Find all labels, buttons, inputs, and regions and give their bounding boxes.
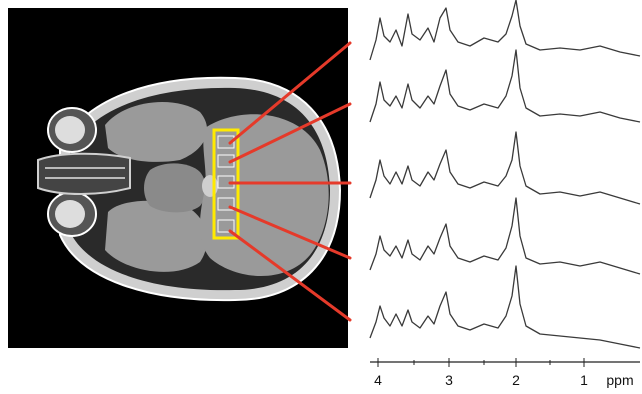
tick-label: 1 <box>580 372 588 388</box>
left-eye <box>47 107 97 153</box>
cerebellum <box>200 114 329 277</box>
tick-label: 3 <box>445 372 453 388</box>
connector-lines <box>228 41 352 322</box>
connector-line <box>228 41 352 145</box>
spectrum-trace <box>369 0 641 61</box>
right-eye <box>47 191 97 237</box>
spectrum-trace <box>369 197 641 275</box>
spectra <box>369 0 641 349</box>
connector-line <box>228 205 352 260</box>
tick-label: 2 <box>512 372 520 388</box>
axis-ticks <box>377 358 585 367</box>
tick-label: 4 <box>374 372 382 388</box>
nasal-region <box>37 152 131 195</box>
ppm-axis: 4 3 2 1 ppm <box>370 358 640 388</box>
spectrum-trace <box>369 131 641 205</box>
axis-unit-label: ppm <box>606 372 633 388</box>
brain-left-upper <box>105 102 208 162</box>
brainstem <box>144 163 206 213</box>
spectrum-trace <box>369 265 641 349</box>
fourth-ventricle <box>202 175 218 197</box>
brain-left-lower <box>105 200 208 272</box>
spectrum-trace <box>369 49 641 123</box>
mri-axial-image <box>8 8 348 348</box>
connector-line <box>228 102 352 164</box>
connector-line <box>228 229 352 322</box>
